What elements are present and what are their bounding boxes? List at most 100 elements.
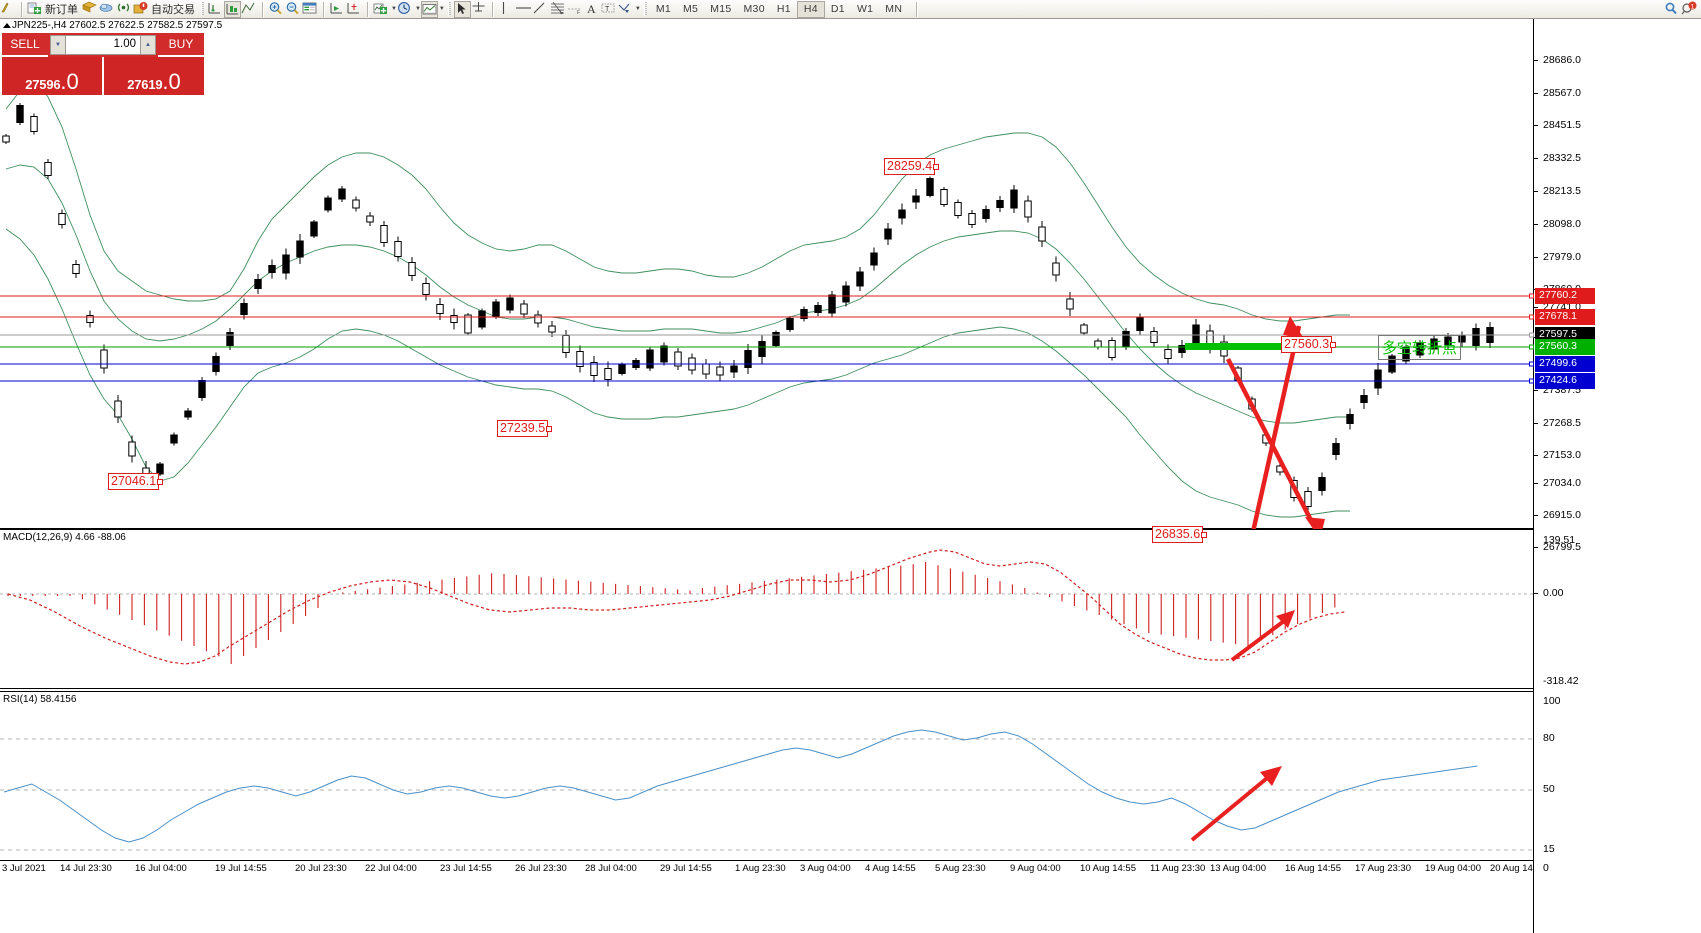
new-order-label[interactable]: 新订单: [45, 4, 78, 16]
indicators-add-icon[interactable]: [373, 1, 390, 18]
textlabel-icon[interactable]: T: [600, 1, 617, 18]
signals-icon[interactable]: [116, 1, 133, 18]
alert-icon[interactable]: 1: [1680, 1, 1697, 18]
arrows-icon[interactable]: [617, 1, 634, 18]
text-icon[interactable]: A: [583, 1, 600, 18]
svg-text:F: F: [577, 10, 580, 15]
volume-down-button[interactable]: ▼: [50, 35, 66, 55]
price-annotation-27046.1[interactable]: 27046.1: [108, 473, 164, 490]
zigzag-icon[interactable]: [241, 1, 258, 18]
line-handle-pivot[interactable]: [1529, 344, 1534, 350]
zoom-out-icon[interactable]: [285, 1, 302, 18]
timeframe-d1[interactable]: D1: [830, 3, 845, 15]
annotation-textbox[interactable]: 多空转折点: [1378, 335, 1462, 360]
cursor-icon[interactable]: [453, 0, 471, 18]
new-order-icon[interactable]: [27, 1, 44, 18]
price-box-support-2[interactable]: 27424.6: [1535, 373, 1595, 389]
chevron-down-icon-4[interactable]: ▼: [634, 6, 641, 12]
timeframe-m30[interactable]: M30: [743, 3, 765, 15]
buy-button[interactable]: BUY: [158, 33, 204, 57]
zoom-in-icon[interactable]: [268, 1, 285, 18]
timeframe-m1[interactable]: M1: [655, 3, 671, 15]
crosshair2-icon[interactable]: [471, 1, 488, 18]
price-axis[interactable]: 28686.0 28567.0 28451.5 28332.5 28213.5 28098…: [1529, 19, 1701, 933]
toolbar-grip-3[interactable]: [643, 2, 647, 16]
hline-icon[interactable]: [515, 1, 532, 18]
timeframe-h1[interactable]: H1: [776, 3, 791, 15]
axis-tick: [1534, 257, 1538, 258]
one-click-trading-panel[interactable]: SELL ▼ 1.00 ▲ BUY 27596 .0 27619 .0: [2, 33, 204, 95]
equidistant-icon[interactable]: F: [566, 1, 583, 18]
price-annotation-28259.4[interactable]: 28259.4: [884, 158, 940, 175]
cloud-icon[interactable]: [99, 1, 116, 18]
line-handle-resistance-2[interactable]: [1529, 314, 1534, 320]
time-label-3: 19 Jul 14:55: [215, 863, 267, 874]
line-handle-support-1[interactable]: [1529, 361, 1534, 367]
book-icon[interactable]: [82, 1, 99, 18]
volume-stepper[interactable]: ▼ 1.00 ▲: [48, 33, 158, 57]
price-annotation-27560.3[interactable]: 27560.3: [1281, 336, 1337, 353]
price-box-support-1[interactable]: 27499.6: [1535, 356, 1595, 372]
volume-up-button[interactable]: ▲: [140, 35, 156, 55]
volume-input[interactable]: 1.00: [66, 35, 140, 55]
collapse-triangle-icon[interactable]: [3, 23, 11, 28]
data-window-icon[interactable]: [302, 1, 319, 18]
sell-button[interactable]: SELL: [2, 33, 48, 57]
main-toolbar: 新订单 自动交易 ▼ ▼ ▼: [0, 0, 1701, 19]
chart-area[interactable]: JPN225-,H4 27602.5 27622.5 27582.5 27597…: [0, 19, 1701, 933]
toolbar-grip[interactable]: [201, 2, 204, 16]
autotrading-icon[interactable]: [133, 1, 150, 18]
time-label-18: 16 Aug 14:55: [1285, 863, 1341, 874]
rsi-tick-2: 50: [1543, 783, 1555, 795]
chevron-down-icon-3[interactable]: ▼: [438, 6, 445, 12]
time-label-4: 20 Jul 23:30: [295, 863, 347, 874]
toolbar-divider-3: [323, 1, 325, 17]
price-tick-3: 28332.5: [1543, 152, 1581, 164]
chevron-down-icon[interactable]: ▼: [391, 6, 397, 12]
auto-scroll-icon[interactable]: [346, 1, 363, 18]
period-clock-icon[interactable]: [397, 1, 414, 18]
time-axis[interactable]: 3 Jul 2021 14 Jul 23:30 16 Jul 04:00 19 Jul…: [0, 862, 1546, 933]
macd-label: MACD(12,26,9) 4.66 -88.06: [3, 532, 126, 543]
price-annotation-27239.5[interactable]: 27239.5: [497, 420, 553, 437]
time-label-8: 28 Jul 04:00: [585, 863, 637, 874]
fibo-icon[interactable]: E: [549, 1, 566, 18]
toolbar-grip-2[interactable]: [447, 2, 451, 16]
timeframe-m15[interactable]: M15: [710, 3, 732, 15]
price-box-resistance-1[interactable]: 27760.2: [1535, 288, 1595, 304]
search-icon[interactable]: [1663, 1, 1680, 18]
toolbar-divider-4: [367, 1, 369, 17]
sell-price-int: 27596: [25, 77, 61, 92]
rsi-tick-0: 100: [1543, 695, 1561, 707]
line-handle-last-price[interactable]: [1529, 332, 1534, 338]
shift-end-icon[interactable]: [329, 1, 346, 18]
timeframe-m5[interactable]: M5: [683, 3, 699, 15]
line-handle-resistance-1[interactable]: [1529, 293, 1534, 299]
macd-panel[interactable]: MACD(12,26,9) 4.66 -88.06: [0, 529, 1533, 689]
timeframe-w1[interactable]: W1: [856, 3, 874, 15]
autotrading-label[interactable]: 自动交易: [151, 4, 195, 16]
pointer-tool-icon[interactable]: [0, 1, 17, 18]
crosshair-icon[interactable]: [207, 1, 224, 18]
price-box-resistance-2[interactable]: 27678.1: [1535, 309, 1595, 325]
axis-tick: [1534, 158, 1538, 159]
price-annotation-26835.6[interactable]: 26835.6: [1152, 526, 1208, 543]
rsi-panel[interactable]: RSI(14) 58.4156: [0, 691, 1533, 861]
vline-icon[interactable]: [498, 1, 515, 18]
price-chart-panel[interactable]: SELL ▼ 1.00 ▲ BUY 27596 .0 27619 .0: [0, 19, 1533, 543]
sell-price-dec: .0: [60, 69, 79, 94]
line-handle-support-2[interactable]: [1529, 378, 1534, 384]
templates-icon[interactable]: [420, 0, 438, 18]
time-label-16: 11 Aug 23:30: [1150, 863, 1206, 874]
rsi-label: RSI(14) 58.4156: [3, 694, 77, 705]
timeframe-h4[interactable]: H4: [796, 0, 825, 18]
buy-price[interactable]: 27619 .0: [102, 57, 204, 95]
timeframe-mn[interactable]: MN: [885, 3, 903, 15]
axis-tick: [1534, 483, 1538, 484]
chevron-down-icon-2[interactable]: ▼: [414, 6, 421, 12]
sell-price[interactable]: 27596 .0: [2, 57, 102, 95]
trendline-icon[interactable]: [532, 1, 549, 18]
axis-tick: [1534, 191, 1538, 192]
price-box-pivot[interactable]: 27560.3: [1535, 339, 1595, 355]
bar-chart-icon[interactable]: [224, 0, 241, 18]
